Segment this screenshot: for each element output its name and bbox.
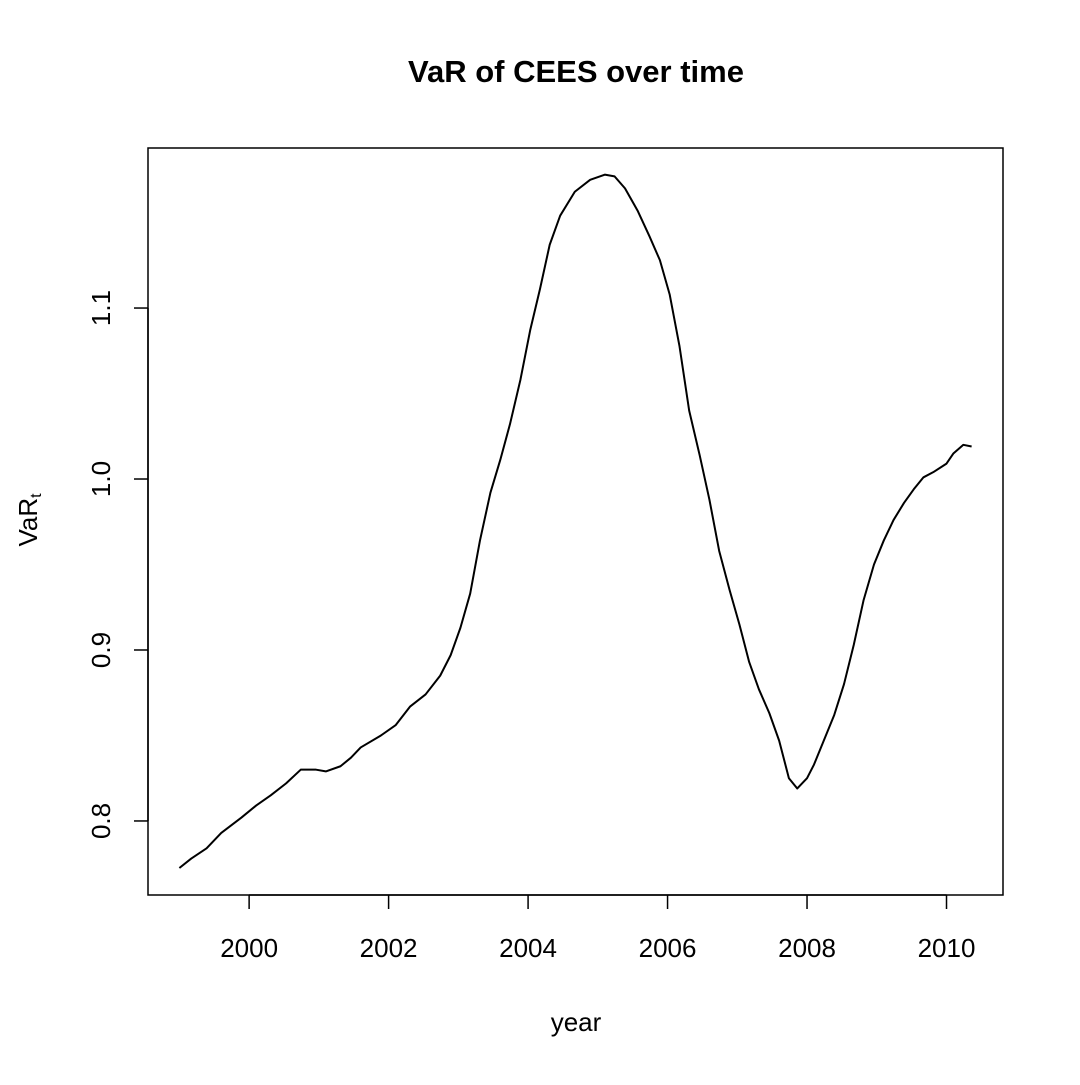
- y-axis-label: VaRt: [13, 493, 45, 547]
- y-tick-label: 0.8: [86, 803, 116, 839]
- y-label-subscript: t: [28, 493, 45, 498]
- x-tick-label: 2006: [639, 933, 697, 963]
- y-tick-label: 1.1: [86, 290, 116, 326]
- y-tick-label: 1.0: [86, 461, 116, 497]
- x-tick-label: 2002: [360, 933, 418, 963]
- y-tick-label: 0.9: [86, 632, 116, 668]
- plot-box: [147, 147, 1004, 896]
- data-line: [178, 173, 972, 869]
- y-label-main: VaR: [13, 498, 43, 547]
- chart-title: VaR of CEES over time: [408, 54, 744, 89]
- x-tick-label: 2004: [499, 933, 557, 963]
- x-tick-label: 2000: [220, 933, 278, 963]
- x-tick-label: 2010: [918, 933, 976, 963]
- x-tick-label: 2008: [778, 933, 836, 963]
- x-axis-label: year: [551, 1007, 602, 1037]
